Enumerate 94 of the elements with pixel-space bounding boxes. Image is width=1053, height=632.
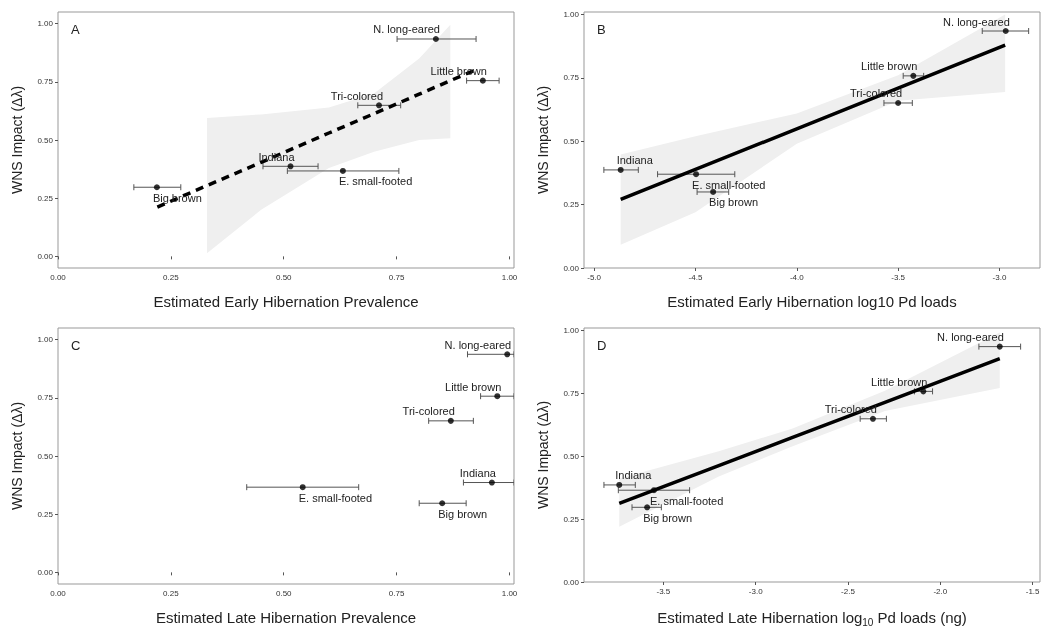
annotation: Big brown — [643, 511, 693, 524]
x-axis-title: Estimated Early Hibernation Prevalence — [153, 293, 419, 310]
annotation: N. long-eared — [943, 15, 1010, 28]
point — [920, 388, 927, 395]
y-tick-label: 0.50 — [563, 136, 580, 146]
annotation: E. small-footed — [298, 491, 373, 504]
point — [1002, 28, 1009, 35]
x-tick-label: -3.5 — [891, 272, 906, 282]
annotation: Tri-colored — [402, 405, 455, 418]
annotation: Little brown — [430, 65, 487, 78]
y-tick-label: 0.25 — [563, 514, 580, 524]
annotation: Tri-colored — [330, 89, 384, 102]
x-tick-label: 0.00 — [50, 588, 67, 598]
annotation: Little brown — [861, 60, 918, 73]
x-tick-label: -4.0 — [789, 272, 805, 282]
point — [299, 484, 306, 491]
annotation: Indiana — [459, 467, 497, 480]
y-axis-title: WNS Impact (Δλ) — [535, 400, 551, 510]
annotation: E. small-footed — [338, 175, 413, 188]
text: A — [71, 22, 80, 37]
point — [693, 171, 700, 178]
y-tick-label: 1.00 — [563, 326, 580, 336]
x-tick-label: -1.5 — [1025, 586, 1041, 596]
y-tick-label: 0.75 — [563, 388, 580, 398]
x-tick-label: -3.0 — [748, 586, 764, 596]
annotation: Big brown — [709, 196, 759, 209]
y-tick-label: 0.75 — [37, 77, 54, 87]
y-tick-label: 0.50 — [37, 451, 54, 461]
point — [869, 415, 876, 422]
annotation: Big brown — [438, 507, 488, 520]
y-tick-label: 0.25 — [37, 509, 54, 519]
x-tick-label: 1.00 — [501, 588, 518, 598]
annotation: Indiana — [615, 469, 653, 482]
annotation: E. small-footed — [692, 178, 766, 191]
y-tick-label: 0.00 — [37, 567, 54, 577]
y-tick-label: 1.00 — [563, 10, 580, 20]
x-tick-label: 0.75 — [388, 588, 405, 598]
point — [479, 77, 486, 84]
annotation: N. long-eared — [373, 23, 440, 36]
y-tick-label: 0.50 — [37, 135, 54, 145]
point — [616, 481, 623, 488]
x-axis-title: Estimated Late Hibernation Prevalence — [155, 609, 417, 626]
y-tick-label: 1.00 — [37, 19, 54, 29]
annotation: Indiana — [616, 154, 654, 167]
point — [153, 184, 160, 191]
x-tick-label: -2.0 — [933, 586, 948, 596]
y-tick-label: 0.25 — [37, 193, 54, 203]
x-tick-label: 0.25 — [163, 272, 180, 282]
annotation: N. long-eared — [937, 331, 1004, 344]
y-tick-label: 0.00 — [563, 577, 580, 587]
point — [910, 72, 917, 79]
annotation: N. long-eared — [444, 338, 512, 351]
y-tick-label: 1.00 — [37, 335, 54, 345]
x-tick-label: 0.50 — [275, 272, 293, 282]
x-tick-label: 1.00 — [501, 272, 518, 282]
point — [494, 393, 501, 400]
y-tick-label: 0.25 — [563, 200, 580, 210]
x-tick-label: -4.5 — [688, 272, 703, 282]
x-tick-label: -3.0 — [992, 272, 1007, 282]
point — [432, 36, 439, 42]
y-tick-label: 0.00 — [563, 263, 580, 273]
point — [650, 487, 657, 494]
y-axis-title: WNS Impact (Δλ) — [9, 85, 25, 195]
x-tick-label: 0.50 — [275, 588, 293, 598]
point — [376, 102, 383, 109]
y-axis-title: WNS Impact (Δλ) — [9, 401, 25, 511]
point — [447, 417, 454, 424]
x-tick-label: -2.5 — [841, 586, 856, 596]
point — [287, 163, 294, 170]
point — [644, 504, 651, 511]
point — [895, 100, 902, 106]
point — [488, 479, 495, 486]
y-tick-label: 0.50 — [563, 451, 580, 461]
text: B — [597, 22, 606, 37]
x-tick-label: 0.75 — [388, 272, 405, 282]
text: D — [597, 338, 607, 353]
line-series — [617, 356, 1002, 506]
annotation: E. small-footed — [649, 494, 724, 507]
y-axis-title: WNS Impact (Δλ) — [535, 85, 551, 195]
text: C — [71, 338, 81, 353]
point — [339, 167, 346, 174]
annotation: Little brown — [871, 375, 928, 388]
y-tick-label: 0.75 — [37, 393, 54, 403]
x-axis-title: Estimated Early Hibernation log10 Pd loads — [667, 293, 957, 310]
annotation: Little brown — [445, 380, 502, 393]
point — [996, 343, 1003, 350]
y-tick-label: 0.75 — [563, 73, 580, 83]
y-tick-label: 0.00 — [37, 251, 54, 261]
x-tick-label: -5.0 — [587, 272, 602, 282]
x-tick-label: 0.00 — [50, 272, 67, 282]
x-tick-label: 0.25 — [163, 588, 180, 598]
point — [439, 500, 446, 507]
point — [617, 166, 624, 173]
x-tick-label: -3.5 — [656, 586, 671, 596]
